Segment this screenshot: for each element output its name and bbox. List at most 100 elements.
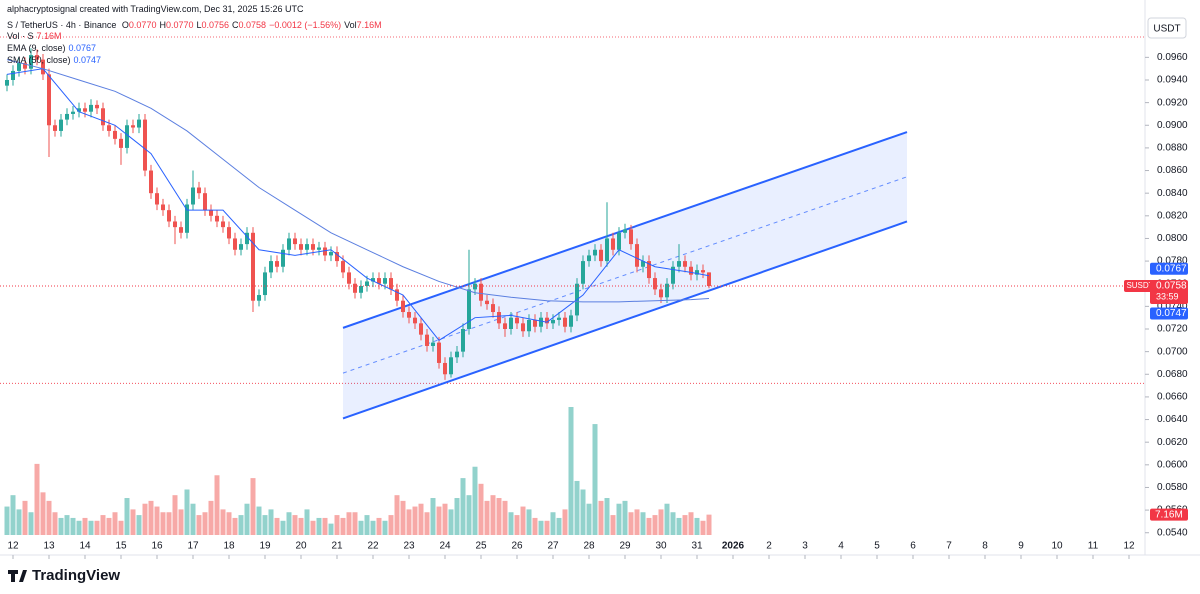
volume-bar bbox=[706, 514, 712, 535]
candle-body bbox=[539, 317, 543, 327]
candle-body bbox=[155, 193, 159, 205]
volume-bar bbox=[346, 512, 352, 535]
channel-mid bbox=[342, 176, 908, 374]
volume-bar bbox=[382, 520, 388, 535]
y-tick-label: 0.0880 bbox=[1157, 143, 1188, 154]
currency: USDT bbox=[1153, 24, 1180, 35]
candle-body bbox=[143, 119, 147, 171]
candle-body bbox=[251, 232, 255, 301]
candle-body bbox=[659, 289, 663, 298]
candle-body bbox=[485, 300, 489, 305]
volume-bar bbox=[568, 407, 574, 535]
volume-bar bbox=[46, 500, 52, 535]
candle-body bbox=[245, 232, 249, 245]
candle-body bbox=[683, 261, 687, 267]
x-tick-label: 14 bbox=[79, 541, 91, 552]
volume-bar bbox=[436, 506, 442, 535]
candle-body bbox=[605, 238, 609, 262]
volume-bar bbox=[658, 509, 664, 535]
volume-bar bbox=[34, 463, 40, 535]
candle-body bbox=[503, 323, 507, 329]
x-tick-label: 12 bbox=[1123, 541, 1135, 552]
y-tick-label: 0.0960 bbox=[1157, 52, 1188, 63]
volume-bar bbox=[508, 512, 514, 535]
candle-body bbox=[167, 210, 171, 222]
candle-body bbox=[293, 238, 297, 245]
candle-body bbox=[305, 244, 309, 250]
indicator-row[interactable]: Vol · S 7.16M bbox=[7, 31, 65, 41]
volume-bar bbox=[316, 517, 322, 535]
candle-body bbox=[551, 319, 555, 324]
candle-body bbox=[425, 334, 429, 346]
candle-body bbox=[407, 312, 411, 318]
symbol: S / TetherUS · 4h · Binance bbox=[7, 20, 117, 30]
logo: TradingView bbox=[8, 567, 120, 584]
volume-bar bbox=[412, 506, 418, 535]
volume-bar bbox=[148, 500, 154, 535]
candle-body bbox=[317, 247, 321, 250]
volume-bar bbox=[448, 509, 454, 535]
candle-body bbox=[701, 270, 705, 273]
volume-bar bbox=[586, 503, 592, 535]
candle-body bbox=[599, 249, 603, 262]
ohlc-key: C bbox=[232, 20, 239, 30]
volume-bar bbox=[430, 498, 436, 535]
volume-bar bbox=[514, 515, 520, 535]
indicator-row[interactable]: SMA (50, close) 0.0747 bbox=[7, 55, 104, 65]
candle-body bbox=[665, 283, 669, 298]
volume-bar bbox=[394, 495, 400, 535]
volume-bar bbox=[244, 503, 250, 535]
volume-bar bbox=[262, 515, 268, 535]
candle-body bbox=[17, 63, 21, 71]
candle-body bbox=[233, 238, 237, 250]
currency-box[interactable] bbox=[1147, 17, 1187, 39]
candle-body bbox=[371, 278, 375, 282]
candle-body bbox=[29, 55, 33, 69]
candle-body bbox=[221, 221, 225, 228]
candle-body bbox=[533, 319, 537, 327]
y-tick-label: 0.0940 bbox=[1157, 75, 1188, 86]
x-tick-label: 15 bbox=[115, 541, 127, 552]
candle-body bbox=[161, 204, 165, 211]
volume-bar bbox=[592, 424, 598, 535]
volume-bar bbox=[538, 520, 544, 535]
x-tick-label: 25 bbox=[475, 541, 487, 552]
credit: alphacryptosignal created with TradingVi… bbox=[7, 4, 304, 14]
volume-bar bbox=[88, 520, 94, 535]
candle-body bbox=[131, 125, 135, 128]
volume-bar bbox=[700, 520, 706, 535]
indicator-value: 7.16M bbox=[36, 31, 62, 41]
volume-bar bbox=[694, 517, 700, 535]
x-tick-label: 30 bbox=[655, 541, 667, 552]
volume-bar bbox=[580, 489, 586, 535]
volume-bar bbox=[232, 517, 238, 535]
candle-body bbox=[707, 272, 711, 286]
x-tick-label: 20 bbox=[295, 541, 307, 552]
candle-body bbox=[359, 285, 363, 293]
candle-body bbox=[581, 261, 585, 284]
volume-bar bbox=[202, 512, 208, 535]
volume-bar bbox=[178, 509, 184, 535]
volume-bar bbox=[94, 520, 100, 535]
x-tick-label: 17 bbox=[187, 541, 199, 552]
indicator-row[interactable]: EMA (9, close) 0.0767 bbox=[7, 43, 99, 53]
candle-body bbox=[689, 266, 693, 275]
volume-bar bbox=[376, 517, 382, 535]
volume-bar bbox=[322, 517, 328, 535]
x-tick-label: 22 bbox=[367, 541, 379, 552]
candle-body bbox=[257, 295, 261, 301]
volume-bar bbox=[118, 520, 124, 535]
candle-body bbox=[611, 238, 615, 250]
volume-bar bbox=[574, 480, 580, 535]
price-badge bbox=[1150, 307, 1188, 320]
volume-bar bbox=[652, 515, 658, 535]
y-tick-label: 0.0720 bbox=[1157, 324, 1188, 335]
candle-body bbox=[89, 104, 93, 112]
candle-body bbox=[509, 317, 513, 329]
volume-bar bbox=[250, 478, 256, 535]
candle-body bbox=[635, 244, 639, 267]
x-tick-label: 21 bbox=[331, 541, 343, 552]
candle-body bbox=[491, 304, 495, 313]
ohlc-key: O bbox=[121, 20, 129, 30]
